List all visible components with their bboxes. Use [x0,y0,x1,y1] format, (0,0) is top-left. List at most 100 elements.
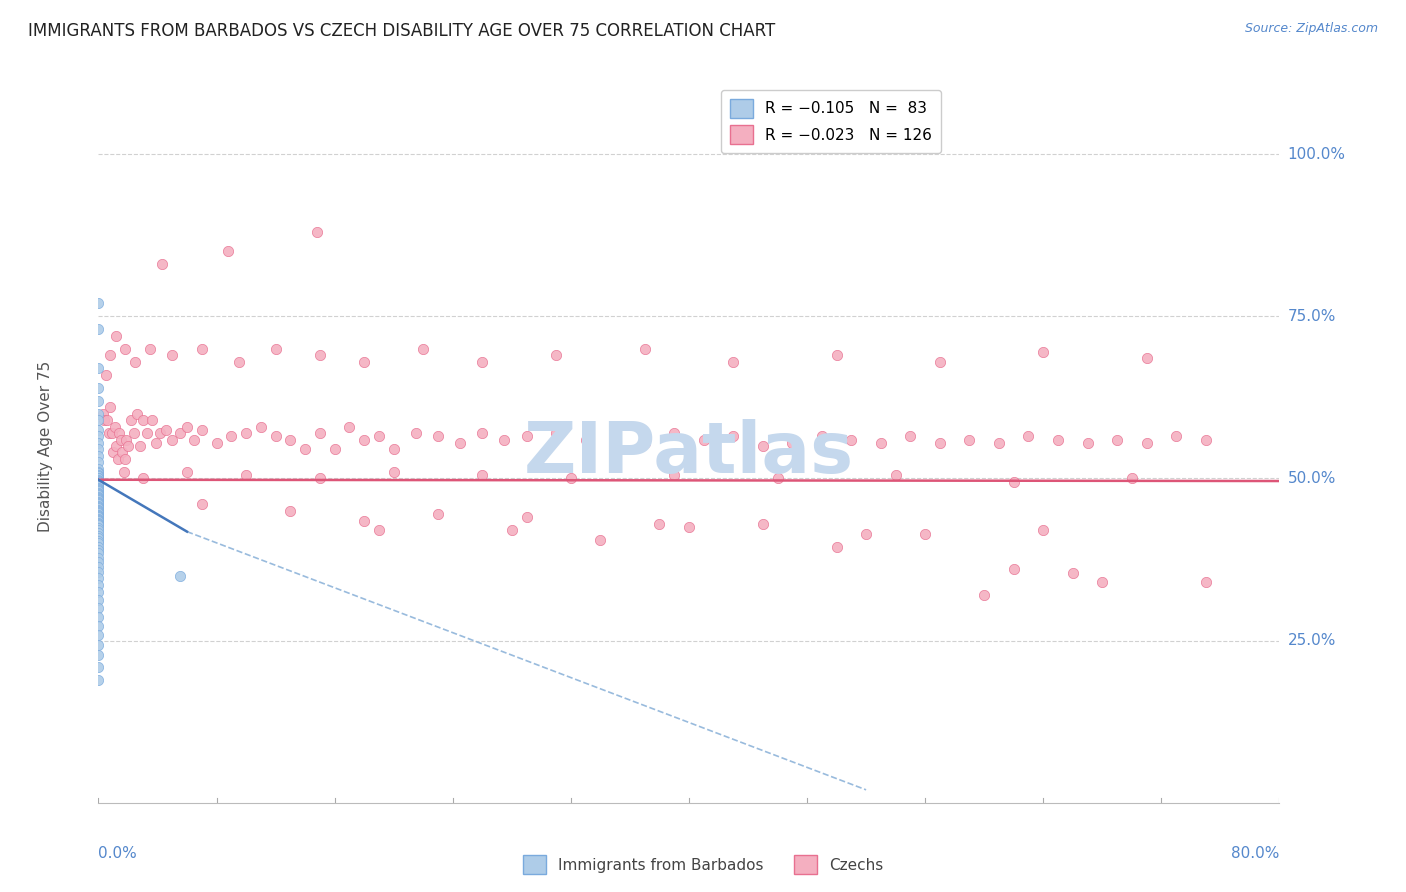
Point [751,516,773,531]
Point [1195,433,1218,447]
Point [693,433,716,447]
Point [105,328,128,343]
Point [87,429,110,443]
Point [87,473,110,487]
Point [125,407,148,421]
Text: Source: ZipAtlas.com: Source: ZipAtlas.com [1244,22,1378,36]
Point [87,500,110,514]
Point [87,601,110,615]
Point [1032,345,1054,359]
Point [928,354,950,368]
Point [87,495,110,509]
Point [169,425,191,440]
Point [87,524,110,538]
Point [959,433,981,447]
Point [1135,435,1157,450]
Point [278,433,302,447]
Point [382,465,405,479]
Point [87,546,110,560]
Point [217,244,239,259]
Point [471,425,494,440]
Point [87,488,110,502]
Point [87,492,110,507]
Point [664,425,686,440]
Point [1135,351,1157,366]
Point [141,413,163,427]
Point [721,429,744,443]
Point [515,429,537,443]
Point [1062,566,1084,580]
Point [87,455,110,469]
Point [87,442,110,457]
Point [87,468,110,483]
Point [323,442,346,457]
Point [869,435,891,450]
Point [87,618,110,632]
Point [98,400,121,414]
Point [309,348,332,362]
Point [104,419,127,434]
Point [100,425,122,440]
Point [169,568,191,582]
Point [87,514,110,528]
Point [605,429,627,443]
Point [664,468,686,483]
Point [111,445,134,459]
Point [96,413,118,427]
Point [87,673,110,687]
Point [136,425,159,440]
Point [87,628,110,642]
Point [87,465,110,479]
Point [382,442,405,457]
Point [633,435,655,450]
Point [87,471,110,485]
Text: 80.0%: 80.0% [1232,846,1279,861]
Point [87,485,110,500]
Point [973,588,995,602]
Point [87,497,110,511]
Point [87,516,110,530]
Legend: Immigrants from Barbados, Czechs: Immigrants from Barbados, Czechs [516,849,890,880]
Point [87,504,110,518]
Point [1002,562,1025,576]
Point [544,348,567,362]
Point [589,533,612,547]
Point [87,407,110,421]
Point [305,225,328,239]
Point [471,354,494,368]
Point [87,540,110,554]
Legend: R = −0.105   N =  83, R = −0.023   N = 126: R = −0.105 N = 83, R = −0.023 N = 126 [721,90,941,153]
Point [839,433,862,447]
Point [87,578,110,592]
Point [176,419,198,434]
Point [900,429,922,443]
Point [87,482,110,496]
Point [544,425,567,440]
Point [405,425,427,440]
Point [87,528,110,542]
Point [87,478,110,492]
Point [1046,433,1069,447]
Point [87,518,110,533]
Point [105,439,128,453]
Point [120,413,142,427]
Text: 50.0%: 50.0% [1288,471,1336,486]
Point [87,381,110,395]
Point [278,504,302,518]
Point [87,393,110,408]
Point [115,433,138,447]
Point [87,521,110,535]
Point [250,419,273,434]
Point [368,429,391,443]
Point [471,468,494,483]
Point [94,368,117,382]
Point [87,510,110,524]
Point [87,508,110,522]
Point [337,419,360,434]
Point [87,496,110,510]
Point [176,465,198,479]
Point [1121,471,1143,485]
Point [87,474,110,488]
Point [648,516,671,531]
Point [294,442,316,457]
